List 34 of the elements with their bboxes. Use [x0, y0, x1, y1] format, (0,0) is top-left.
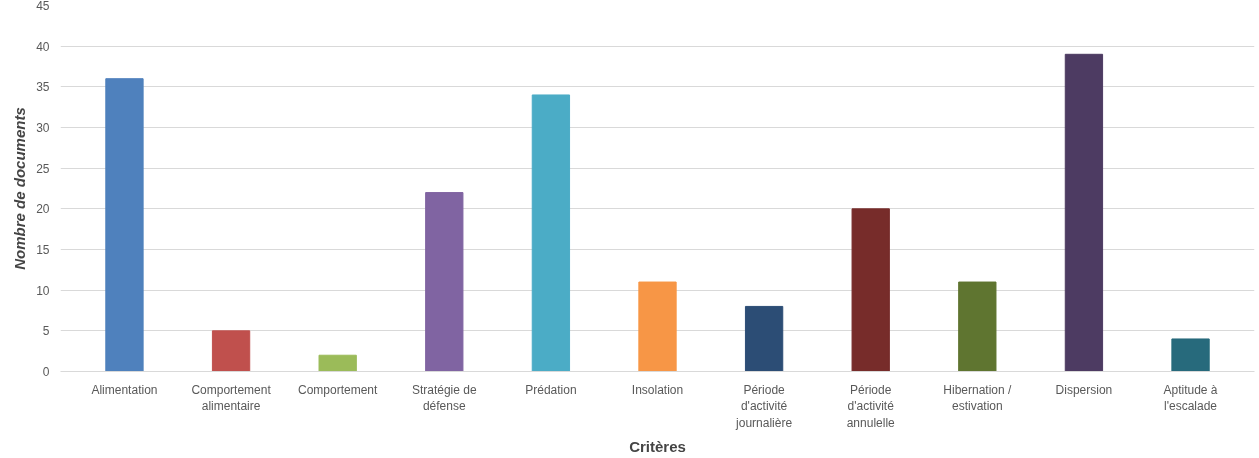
y-axis-title: Nombre de documents [11, 107, 29, 270]
y-tick-label: 15 [36, 243, 50, 257]
x-tick-label: Comportement alimentaire [191, 382, 272, 414]
bar [851, 208, 890, 372]
bar [638, 281, 677, 372]
y-tick-label: 30 [36, 121, 50, 135]
y-tick-label: 35 [36, 80, 50, 95]
x-tick-label: Aptitude à l'escalade [1163, 382, 1218, 414]
y-tick-label: 5 [42, 324, 50, 339]
bar [744, 305, 784, 372]
bar [105, 78, 144, 372]
y-tick-label: 25 [36, 161, 50, 176]
x-tick-label: Comportement [298, 382, 379, 397]
x-axis-title: Critères [629, 438, 686, 456]
y-tick-label: 10 [36, 283, 50, 298]
bar [531, 94, 571, 372]
x-tick-label: Insolation [631, 382, 684, 397]
y-tick-label: 0 [42, 365, 50, 379]
x-tick-label: Stratégie de défense [411, 382, 477, 414]
x-tick-label: Alimentation [91, 382, 158, 397]
x-tick-label: Période d'activité journalière [735, 382, 793, 431]
bar [958, 281, 997, 372]
y-tick-label: 45 [36, 0, 50, 13]
y-tick-label: 20 [36, 202, 50, 217]
x-tick-label: Prédation [525, 382, 577, 397]
x-tick-label: Hibernation / estivation [943, 382, 1013, 414]
x-tick-label: Période d'activité annulelle [846, 382, 896, 431]
bar [211, 330, 251, 372]
y-tick-label: 40 [36, 39, 50, 54]
bar [425, 192, 464, 372]
bar [1064, 53, 1104, 372]
x-tick-label: Dispersion [1055, 382, 1113, 397]
bar [318, 354, 357, 372]
bar [1171, 338, 1210, 372]
